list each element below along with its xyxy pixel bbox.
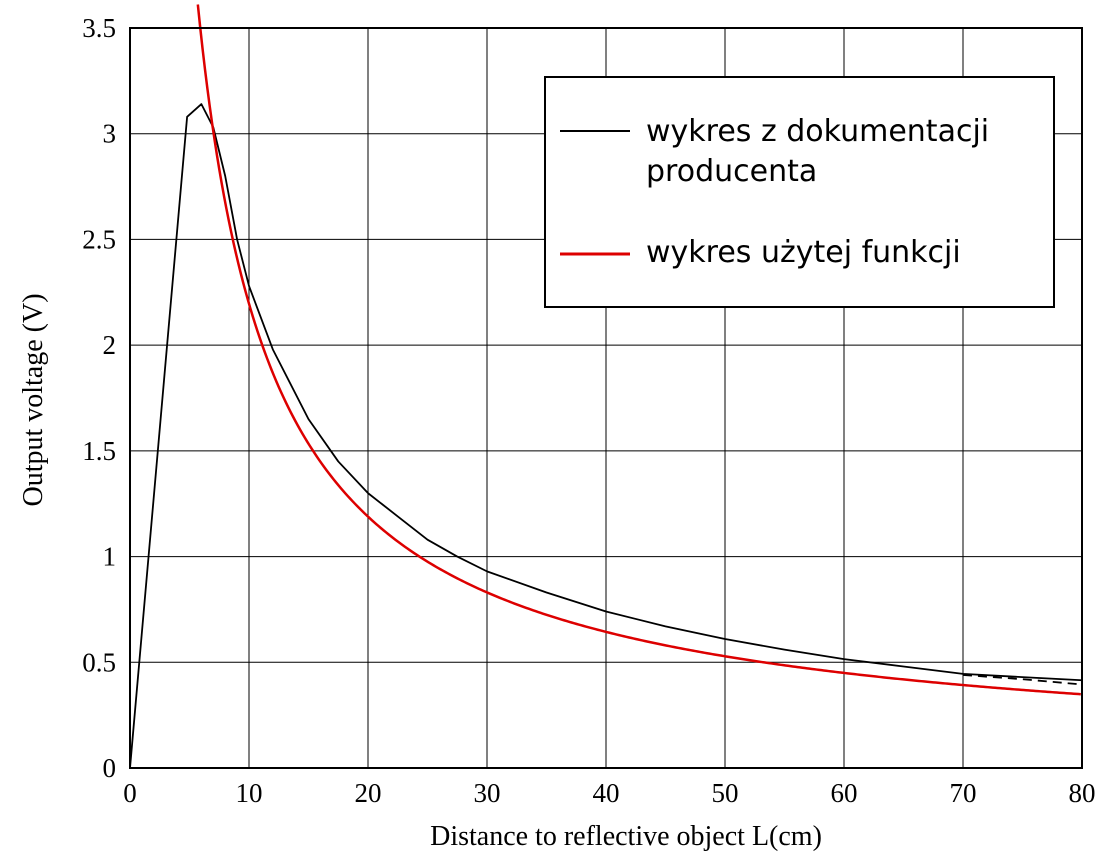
series-line-documentation [129, 103, 1083, 769]
x-tick-label: 50 [712, 778, 739, 808]
legend-label-documentation-line1: wykres z dokumentacji [646, 114, 989, 149]
y-tick-label: 0.5 [82, 647, 116, 677]
x-tick-label: 30 [474, 778, 501, 808]
x-tick-label: 10 [236, 778, 263, 808]
x-axis-title: Distance to reflective object L(cm) [430, 821, 822, 852]
y-tick-labels: 0 0.5 1 1.5 2 2.5 3 3.5 [82, 13, 116, 783]
y-tick-label: 0 [103, 753, 117, 783]
plot-frame [129, 27, 1083, 769]
y-tick-label: 2.5 [82, 224, 116, 254]
y-tick-label: 1 [103, 542, 117, 572]
legend-label-documentation-line2: producenta [646, 154, 817, 189]
series-line-function [196, 4, 1081, 696]
y-tick-label: 1.5 [82, 436, 116, 466]
x-tick-labels: 0 10 20 30 40 50 60 70 80 [123, 778, 1095, 808]
legend-box [544, 76, 1055, 308]
x-tick-label: 0 [123, 778, 137, 808]
x-tick-label: 60 [831, 778, 858, 808]
legend-label-function: wykres użytej funkcji [646, 235, 961, 270]
x-tick-label: 40 [593, 778, 620, 808]
y-tick-label: 2 [103, 330, 117, 360]
x-tick-label: 80 [1069, 778, 1096, 808]
y-tick-label: 3.5 [82, 13, 116, 43]
series-layer [129, 4, 1083, 769]
y-tick-label: 3 [103, 119, 117, 149]
y-axis-title: Output voltage (V) [18, 293, 49, 506]
series-line-dashed [962, 674, 1083, 686]
legend: wykres z dokumentacji producenta wykres … [544, 76, 1055, 308]
x-tick-label: 20 [355, 778, 382, 808]
x-tick-label: 70 [950, 778, 977, 808]
